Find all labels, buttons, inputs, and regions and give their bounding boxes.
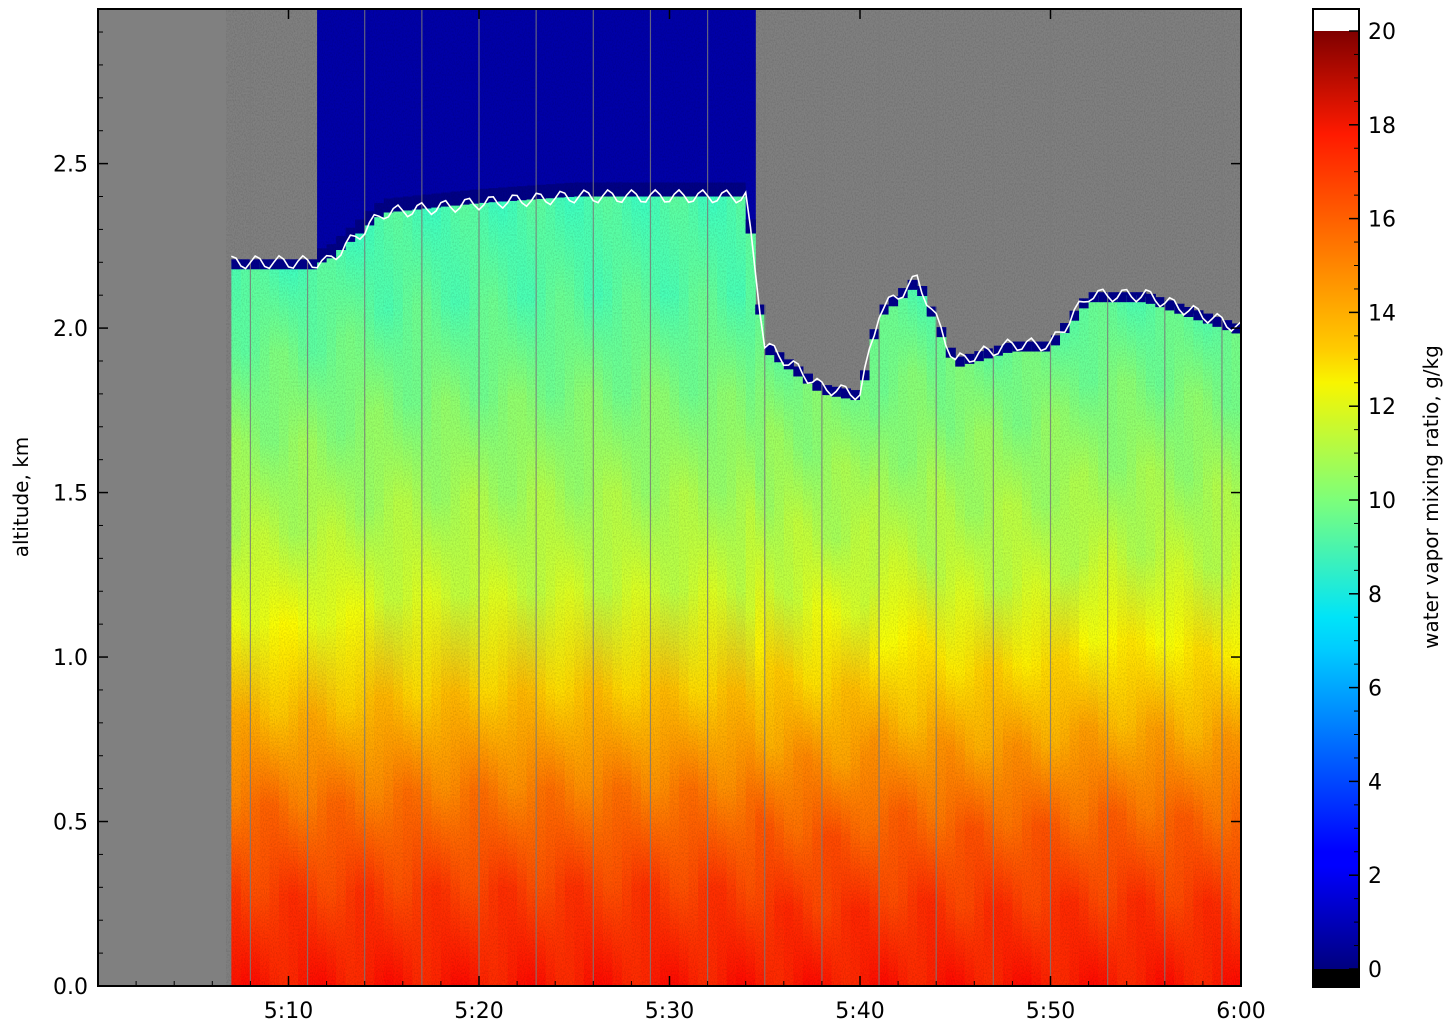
x-tick-label: 5:20 xyxy=(454,999,503,1024)
colorbar-tick-label: 20 xyxy=(1368,20,1396,45)
x-tick-label: 5:30 xyxy=(645,999,694,1024)
profile-separators xyxy=(249,9,1223,986)
colorbar-tick-label: 6 xyxy=(1368,677,1382,702)
y-axis: 0.0 0.5 1.0 1.5 2.0 2.5 xyxy=(53,31,1241,1000)
colorbar-ticks: 0 2 4 6 8 10 12 14 16 18 20 xyxy=(1349,20,1396,983)
colorbar-tick-label: 12 xyxy=(1368,395,1396,420)
colorbar-tick-label: 10 xyxy=(1368,489,1396,514)
y-tick-label: 0.0 xyxy=(53,975,88,1000)
colorbar-tick-label: 4 xyxy=(1368,770,1382,795)
contour-line xyxy=(230,188,1241,401)
colorbar-tick-label: 8 xyxy=(1368,583,1382,608)
plot-area xyxy=(98,9,1241,986)
colorbar-tick-label: 14 xyxy=(1368,301,1396,326)
x-axis: 5:10 5:20 5:30 5:40 5:50 6:00 xyxy=(135,9,1266,1024)
colorbar-over-extension xyxy=(1313,9,1359,31)
y-tick-label: 2.5 xyxy=(53,153,88,178)
y-tick-label: 1.0 xyxy=(53,646,88,671)
colorbar-frame xyxy=(1312,8,1360,988)
x-tick-label: 5:40 xyxy=(835,999,884,1024)
y-tick-label: 2.0 xyxy=(53,317,88,342)
contour-lines xyxy=(230,188,1241,401)
x-tick-label: 5:10 xyxy=(264,999,313,1024)
x-tick-label: 5:50 xyxy=(1026,999,1075,1024)
colorbar-tick-label: 16 xyxy=(1368,208,1396,233)
heatmap-noise xyxy=(226,9,1241,986)
x-tick-label: 6:00 xyxy=(1216,999,1265,1024)
colorbar-label: water vapor mixing ratio, g/kg xyxy=(1419,345,1443,649)
y-axis-label: altitude, km xyxy=(9,437,33,558)
colorbar-tick-label: 18 xyxy=(1368,114,1396,139)
y-tick-label: 1.5 xyxy=(53,482,88,507)
y-tick-label: 0.5 xyxy=(53,811,88,836)
colorbar-tick-label: 2 xyxy=(1368,864,1382,889)
colorbar: 0 2 4 6 8 10 12 14 16 18 20 xyxy=(1312,8,1396,988)
colorbar-tick-label: 0 xyxy=(1368,958,1382,983)
colorbar-under-extension xyxy=(1313,969,1359,987)
